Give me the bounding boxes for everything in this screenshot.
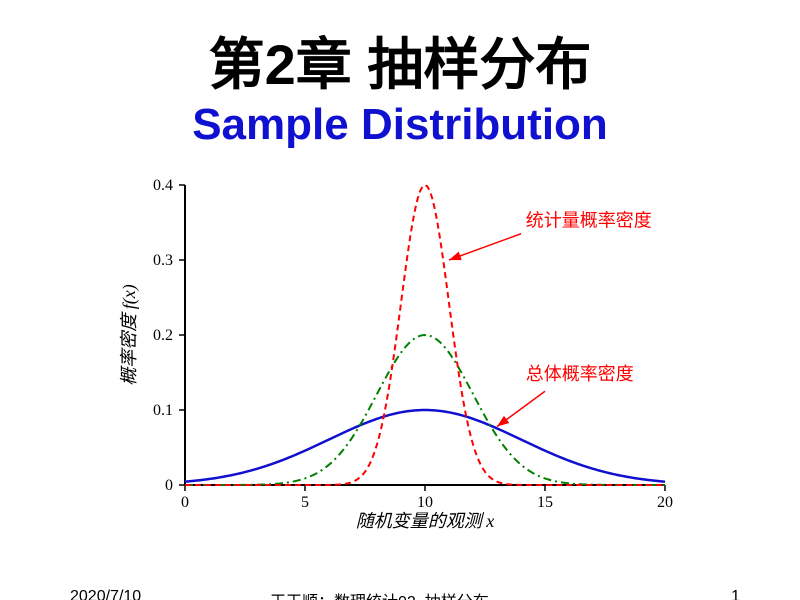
svg-text:0.2: 0.2 xyxy=(153,327,173,344)
title-english: Sample Distribution xyxy=(0,100,800,150)
svg-text:随机变量的观测 x: 随机变量的观测 x xyxy=(356,511,495,531)
footer-page: 1 xyxy=(731,588,740,600)
footer-author: 王玉顺：数理统计02_抽样分布 xyxy=(270,588,489,600)
footer-date: 2020/7/10 xyxy=(70,588,141,600)
svg-text:10: 10 xyxy=(417,494,433,511)
svg-text:0: 0 xyxy=(181,494,189,511)
svg-text:0.3: 0.3 xyxy=(153,252,173,269)
title-chinese: 第2章 抽样分布 xyxy=(0,20,800,101)
svg-text:总体概率密度: 总体概率密度 xyxy=(526,364,634,384)
svg-text:概率密度 f(x): 概率密度 f(x) xyxy=(119,284,140,385)
svg-text:0.4: 0.4 xyxy=(153,177,173,194)
chart-svg: 0 5 10 15 20 0 0.1 0.2 0.3 0.4 随机变量的观测 x 概率密度 f(x) 统… xyxy=(115,170,695,540)
svg-text:15: 15 xyxy=(537,494,553,511)
distribution-chart: 0 5 10 15 20 0 0.1 0.2 0.3 0.4 随机变量的观测 x 概率密度 f(x) 统… xyxy=(115,170,695,540)
svg-text:0.1: 0.1 xyxy=(153,402,173,419)
svg-text:20: 20 xyxy=(657,494,673,511)
svg-text:0: 0 xyxy=(165,477,173,494)
svg-text:5: 5 xyxy=(301,494,309,511)
svg-text:统计量概率密度: 统计量概率密度 xyxy=(526,210,652,230)
